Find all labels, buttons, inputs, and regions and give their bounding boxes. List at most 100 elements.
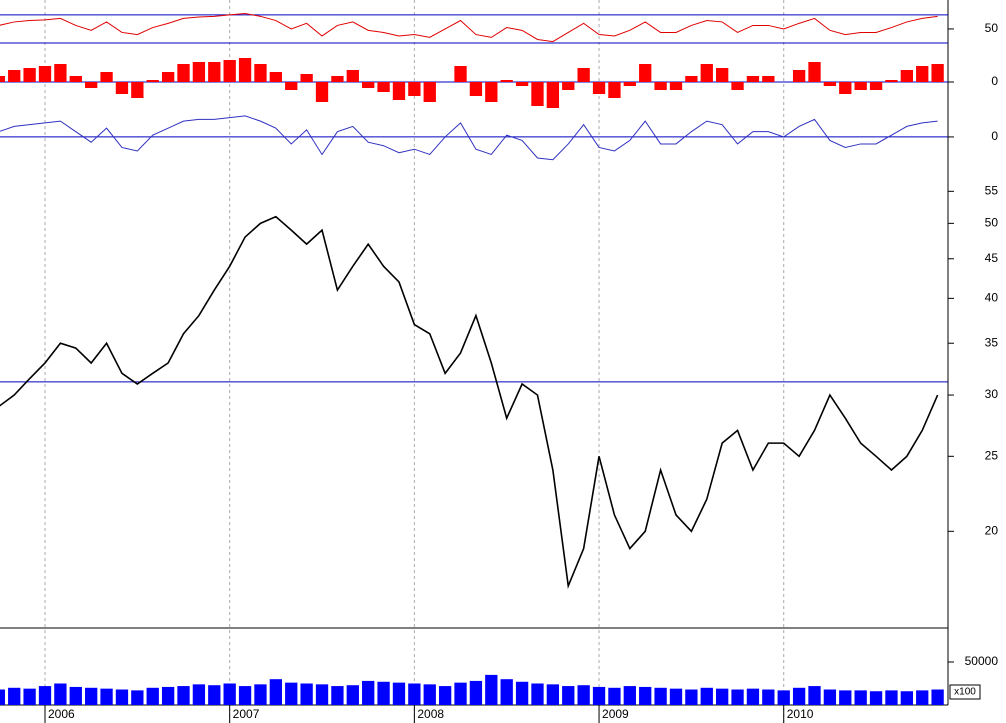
bar xyxy=(685,76,698,82)
data-line xyxy=(0,115,938,161)
bar xyxy=(0,76,5,82)
bar xyxy=(223,60,236,82)
bar xyxy=(623,686,636,705)
bar xyxy=(161,686,175,705)
x-tick-label: 2010 xyxy=(787,707,814,721)
bar xyxy=(315,82,329,102)
bar xyxy=(731,689,744,705)
bar xyxy=(438,686,452,705)
y-tick-label: 25 xyxy=(985,448,999,462)
bar xyxy=(654,687,667,705)
y-tick-label: 50 xyxy=(985,216,999,230)
data-line xyxy=(0,13,938,43)
bar xyxy=(331,76,344,82)
bar xyxy=(23,68,36,82)
bar xyxy=(238,58,252,82)
bar xyxy=(823,82,837,86)
bar xyxy=(654,82,667,90)
bar xyxy=(808,686,821,705)
bar xyxy=(38,66,52,82)
bar xyxy=(377,681,390,705)
bar xyxy=(392,82,406,100)
bar xyxy=(746,76,760,82)
bar xyxy=(531,82,544,106)
bar xyxy=(639,64,652,82)
bar xyxy=(669,82,683,90)
y-tick-label: 0 xyxy=(991,74,998,88)
bar xyxy=(300,74,313,82)
bar xyxy=(100,72,113,82)
bar xyxy=(916,690,929,705)
bar xyxy=(885,80,898,82)
y-tick-label: 50000 xyxy=(965,654,999,668)
bar xyxy=(808,62,821,82)
bar xyxy=(454,682,467,705)
bar xyxy=(315,684,329,705)
bar xyxy=(469,680,483,705)
bar xyxy=(269,679,283,705)
y-tick-label: 35 xyxy=(985,335,999,349)
bar xyxy=(8,687,21,705)
y-tick-label: 20 xyxy=(985,523,999,537)
bar xyxy=(454,66,467,82)
bar xyxy=(623,82,636,86)
data-line xyxy=(0,215,939,590)
bar xyxy=(839,82,852,94)
bar xyxy=(115,82,129,94)
y-tick-label: 30 xyxy=(985,387,999,401)
bar xyxy=(639,686,652,705)
bar xyxy=(408,683,421,705)
bar xyxy=(23,688,36,705)
bar xyxy=(931,64,944,82)
bar xyxy=(331,686,344,705)
unit-box xyxy=(949,684,981,700)
bar xyxy=(792,687,806,705)
bar xyxy=(69,686,82,705)
bar xyxy=(177,686,190,705)
bar xyxy=(285,82,298,90)
bar xyxy=(608,82,621,98)
bar xyxy=(146,80,159,82)
x-tick-label: 2009 xyxy=(602,707,629,721)
bar xyxy=(100,688,113,705)
x-tick-label: 2006 xyxy=(48,707,75,721)
bar xyxy=(854,82,867,90)
bar xyxy=(192,62,206,82)
bar xyxy=(238,686,252,705)
bar xyxy=(916,66,929,82)
bar xyxy=(362,82,375,88)
bar xyxy=(423,684,436,705)
bar xyxy=(515,681,529,705)
bar xyxy=(208,62,221,82)
bar xyxy=(115,689,129,705)
bar xyxy=(762,76,775,82)
bar xyxy=(792,70,806,82)
bar xyxy=(38,686,52,705)
bar xyxy=(85,687,98,705)
bar xyxy=(577,68,590,82)
bar xyxy=(223,683,236,705)
bar xyxy=(254,64,267,82)
bar xyxy=(669,688,683,705)
bar xyxy=(8,70,21,82)
bar xyxy=(900,691,913,705)
bar xyxy=(546,82,560,108)
bar xyxy=(208,685,221,705)
bar xyxy=(854,690,867,705)
bar xyxy=(885,690,898,705)
bar xyxy=(423,82,436,102)
bar xyxy=(731,82,744,90)
bar xyxy=(700,64,713,82)
y-tick-label: 0 xyxy=(991,129,998,143)
bar xyxy=(362,680,375,705)
bar xyxy=(485,82,498,102)
bar xyxy=(592,686,606,705)
bar xyxy=(54,683,67,705)
x-tick-label: 2007 xyxy=(233,707,260,721)
bar xyxy=(408,82,421,96)
y-tick-label: 55 xyxy=(985,183,999,197)
x-tick-label: 2008 xyxy=(417,707,444,721)
bar xyxy=(500,679,513,705)
bar xyxy=(777,690,790,705)
